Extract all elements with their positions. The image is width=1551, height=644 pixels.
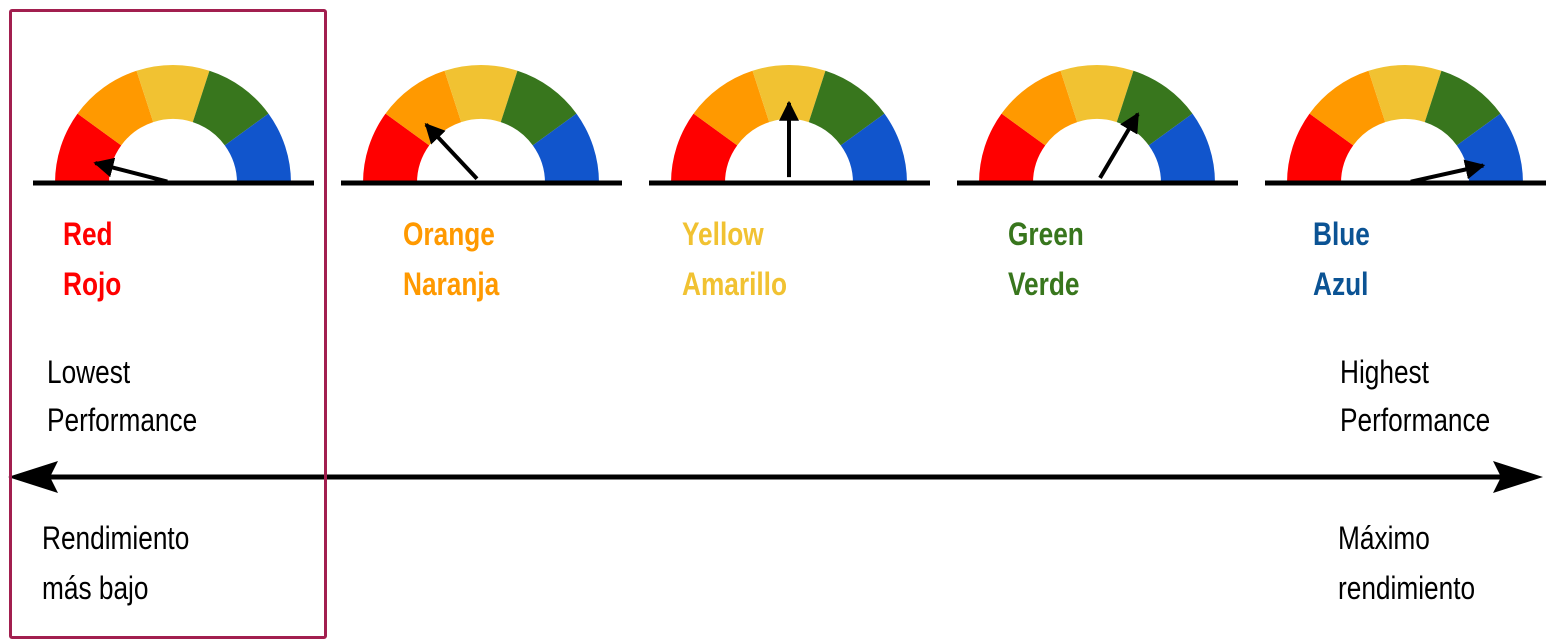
gauge-label-en-orange: Orange <box>403 216 495 252</box>
dial-segment <box>363 113 430 183</box>
dial-segment <box>979 113 1046 183</box>
dial-segment <box>808 70 885 146</box>
gauges-strip <box>33 65 1546 186</box>
dial-segment <box>1060 65 1134 123</box>
high-label-en-line2: Performance <box>1340 402 1491 438</box>
high-label-es-line2: rendimiento <box>1338 570 1476 606</box>
low-label-en-line2: Performance <box>47 402 198 438</box>
low-label-es-line1: Rendimiento <box>42 520 190 556</box>
gauge-label-en-green: Green <box>1008 216 1084 252</box>
dial-segment <box>224 113 291 183</box>
needle-arrow-icon <box>93 157 168 184</box>
dial-segment <box>1148 113 1215 183</box>
needle-arrow-icon <box>424 123 479 181</box>
dial-segment <box>752 65 826 123</box>
low-label-en-line1: Lowest <box>47 354 131 390</box>
dial-segment <box>1309 70 1386 146</box>
gauge-label-es-green: Verde <box>1008 266 1080 302</box>
dial-segment <box>532 113 599 183</box>
performance-axis-arrow <box>8 461 1543 493</box>
right-arrowhead-icon <box>1493 461 1543 493</box>
dial-segment <box>693 70 770 146</box>
gauge-red <box>33 65 314 186</box>
left-arrowhead-icon <box>8 461 58 493</box>
dial-segment <box>1424 70 1501 146</box>
dial-segment <box>840 113 907 183</box>
gauge-label-es-orange: Naranja <box>403 266 500 302</box>
dial-segment <box>1368 65 1442 123</box>
high-label-en-line1: Highest <box>1340 354 1429 390</box>
dial-segment <box>444 65 518 123</box>
gauge-label-es-yellow: Amarillo <box>682 266 787 302</box>
gauge-label-en-yellow: Yellow <box>682 216 764 252</box>
dial-segment <box>192 70 269 146</box>
gauge-label-en-blue: Blue <box>1313 216 1370 252</box>
gauge-yellow <box>649 65 930 186</box>
needle-arrow-icon <box>1098 112 1140 179</box>
gauge-orange <box>341 65 622 186</box>
highlight-box <box>9 9 327 639</box>
low-label-es-line2: más bajo <box>42 570 149 606</box>
needle-arrow-icon <box>1410 159 1486 184</box>
gauge-label-en-red: Red <box>63 216 113 252</box>
high-label-es-line1: Máximo <box>1338 520 1430 556</box>
dial-segment <box>500 70 577 146</box>
dial-segment <box>1001 70 1078 146</box>
gauge-green <box>957 65 1238 186</box>
gauge-label-es-red: Rojo <box>63 266 122 302</box>
dial-segment <box>1287 113 1354 183</box>
gauge-label-es-blue: Azul <box>1313 266 1369 302</box>
dial-segment <box>671 113 738 183</box>
gauge-blue <box>1265 65 1546 186</box>
dial-segment <box>136 65 210 123</box>
dial-segment <box>77 70 154 146</box>
